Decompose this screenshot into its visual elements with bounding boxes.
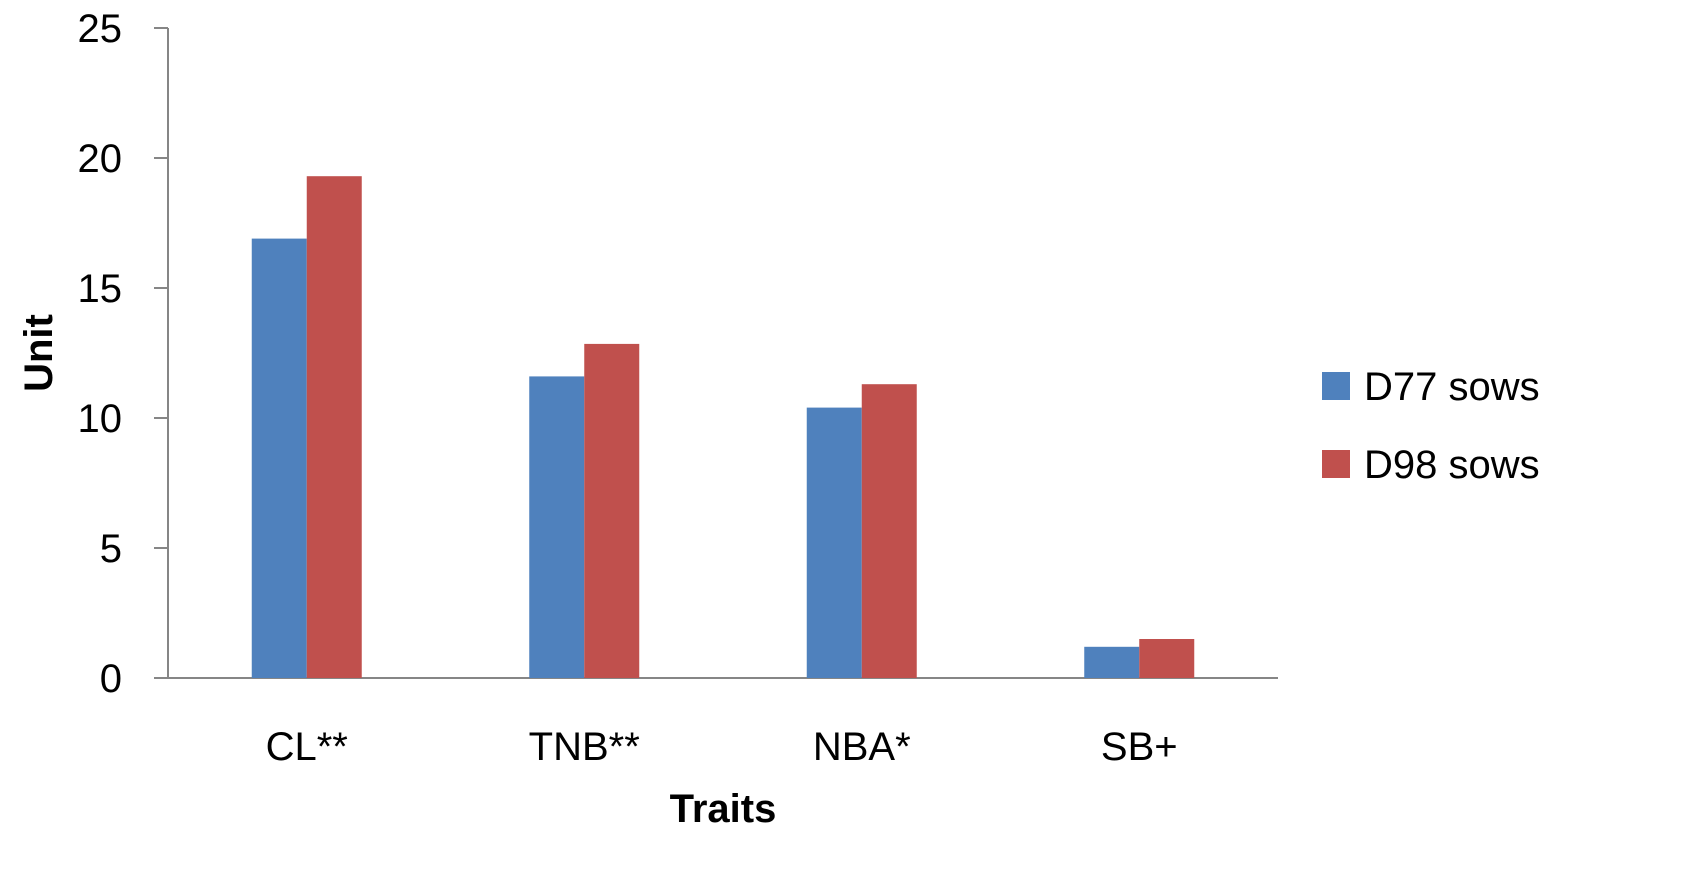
bar-d77-sows-1 xyxy=(529,376,585,678)
x-category-labels: CL** TNB** NBA* SB+ xyxy=(266,725,1178,769)
legend-label: D98 sows xyxy=(1364,443,1540,487)
bar-d98-sows-1 xyxy=(584,343,640,678)
bar-d77-sows-3 xyxy=(1084,646,1140,678)
legend: D77 sows D98 sows xyxy=(1322,365,1540,487)
y-axis: 0 5 10 15 20 25 xyxy=(78,7,169,701)
bars xyxy=(251,176,1195,678)
x-category-label: TNB** xyxy=(529,725,640,769)
x-category-label: CL** xyxy=(266,725,348,769)
y-tick-label: 20 xyxy=(78,137,123,181)
bar-d98-sows-3 xyxy=(1139,639,1195,678)
y-axis-title: Unit xyxy=(17,314,61,392)
y-tick-label: 5 xyxy=(100,527,122,571)
y-tick-label: 25 xyxy=(78,7,123,51)
x-axis-title: Traits xyxy=(670,787,777,831)
bar-d77-sows-2 xyxy=(806,407,862,678)
legend-label: D77 sows xyxy=(1364,365,1540,409)
legend-swatch xyxy=(1322,372,1350,400)
y-tick-label: 10 xyxy=(78,397,123,441)
y-ticks: 0 5 10 15 20 25 xyxy=(78,7,168,701)
y-tick-label: 15 xyxy=(78,267,123,311)
x-category-label: SB+ xyxy=(1101,725,1178,769)
bar-d98-sows-0 xyxy=(306,176,362,678)
legend-swatch xyxy=(1322,450,1350,478)
bar-d98-sows-2 xyxy=(861,384,917,678)
x-axis: CL** TNB** NBA* SB+ xyxy=(168,677,1278,769)
bar-d77-sows-0 xyxy=(251,238,307,678)
y-tick-label: 0 xyxy=(100,657,122,701)
x-category-label: NBA* xyxy=(813,725,911,769)
